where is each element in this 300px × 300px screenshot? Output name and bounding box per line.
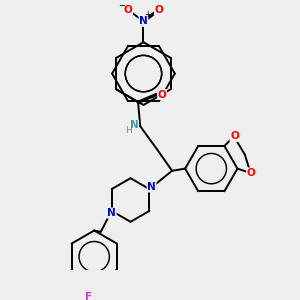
Text: N: N (147, 182, 156, 192)
Text: O: O (247, 168, 255, 178)
Text: N: N (130, 121, 139, 130)
Text: N: N (107, 208, 116, 218)
Text: O: O (230, 131, 239, 141)
Text: N: N (139, 16, 148, 26)
Text: +: + (145, 10, 151, 19)
Text: O: O (124, 5, 133, 15)
Text: O: O (158, 89, 167, 100)
Text: O: O (154, 5, 163, 15)
Text: F: F (85, 292, 92, 300)
Text: −: − (118, 1, 126, 10)
Text: H: H (125, 126, 132, 135)
